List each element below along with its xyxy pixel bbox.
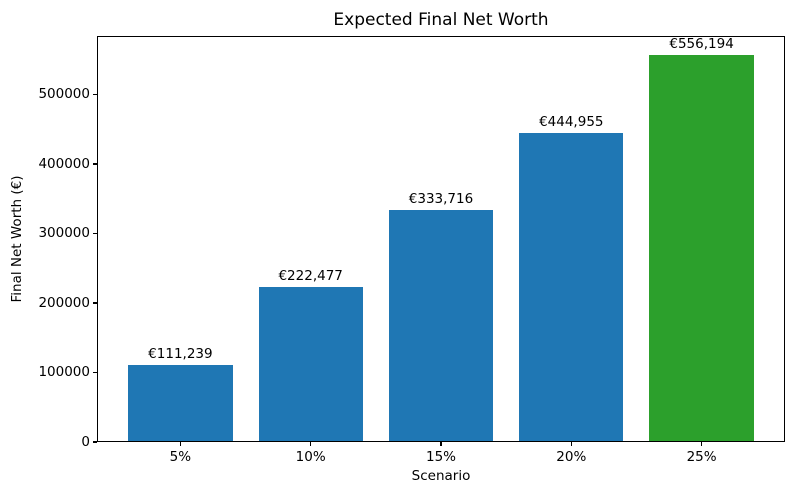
x-tick-label: 15%	[425, 449, 456, 465]
x-tick-mark	[179, 442, 181, 446]
y-tick-mark	[93, 163, 97, 165]
y-tick-label: 0	[81, 434, 90, 450]
y-tick-label: 300000	[38, 225, 90, 242]
bar-10%	[258, 287, 363, 442]
bar-value-label: €333,716	[408, 191, 474, 207]
y-tick-label: 200000	[38, 294, 90, 311]
bar-25%	[649, 55, 754, 442]
y-tick-mark	[93, 302, 97, 304]
bar-value-label: €111,239	[148, 345, 213, 362]
x-tick-mark	[570, 442, 572, 446]
chart-title: Expected Final Net Worth	[333, 10, 549, 30]
x-axis-label: Scenario	[411, 468, 471, 484]
x-tick-label: 20%	[556, 449, 587, 465]
x-tick-label: 10%	[295, 449, 326, 465]
y-tick-label: 400000	[38, 155, 90, 172]
x-tick-mark	[440, 442, 442, 446]
bar-value-label: €556,194	[669, 36, 734, 53]
x-tick-mark	[701, 442, 703, 446]
y-tick-label: 500000	[38, 86, 90, 103]
bar-value-label: €222,477	[278, 268, 343, 285]
y-tick-mark	[93, 441, 97, 443]
y-tick-mark	[93, 93, 97, 95]
bar-15%	[388, 210, 494, 442]
bar-5%	[128, 364, 233, 442]
x-tick-mark	[310, 442, 312, 446]
x-tick-label: 25%	[686, 449, 717, 465]
y-tick-label: 100000	[38, 364, 90, 381]
bar-value-label: €444,955	[539, 113, 604, 130]
y-tick-mark	[93, 232, 97, 235]
x-tick-label: 5%	[169, 449, 192, 465]
bar-20%	[519, 132, 624, 442]
y-tick-mark	[93, 371, 97, 374]
